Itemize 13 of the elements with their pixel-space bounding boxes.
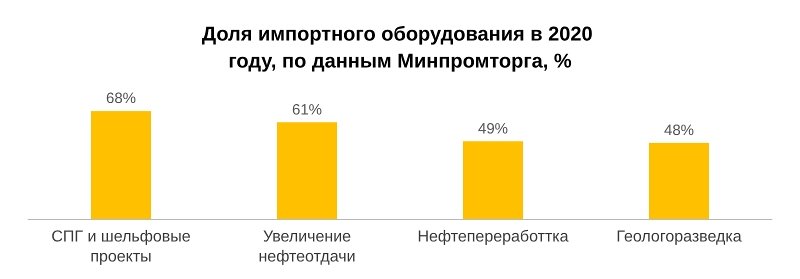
x-tick-label: Увеличение нефтеотдачи: [258, 228, 356, 266]
bar: [277, 122, 337, 219]
bar: [649, 142, 709, 219]
chart-title: Доля импортного оборудования в 2020 году, по данным Минпромторга, %: [202, 24, 598, 72]
data-label: 49%: [478, 120, 508, 138]
x-tick-label: Нефтепереработтка: [417, 228, 569, 246]
bar: [91, 111, 151, 219]
x-tick-label: Геологоразведка: [616, 228, 742, 246]
data-label: 48%: [664, 122, 694, 139]
data-label: 68%: [106, 90, 136, 108]
bar: [463, 141, 523, 219]
data-label: 61%: [292, 101, 322, 118]
x-tick-label: СПГ и шельфовые проекты: [51, 228, 191, 266]
